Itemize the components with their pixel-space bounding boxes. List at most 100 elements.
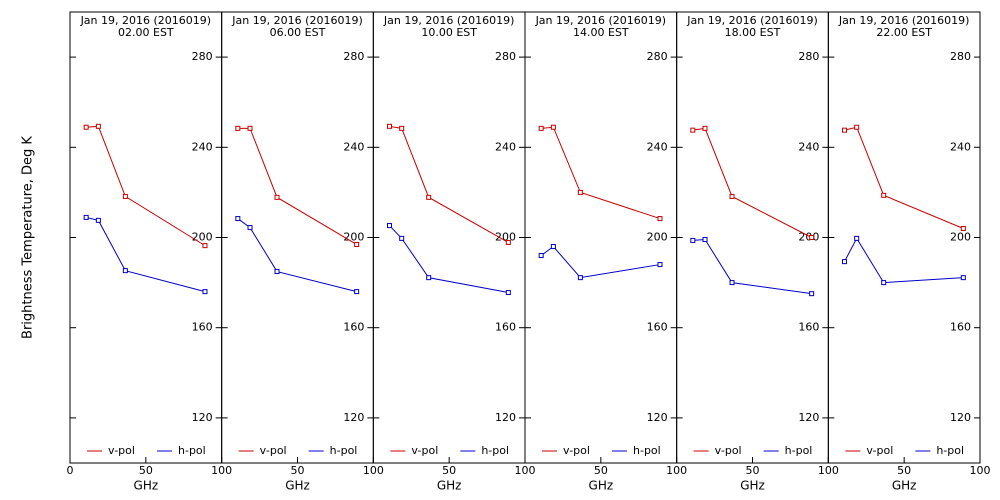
y-tick-label: 160 — [495, 321, 516, 334]
data-point — [550, 124, 556, 130]
y-tick-label: 280 — [495, 50, 516, 63]
y-tick-label: 240 — [950, 140, 971, 153]
y-tick-label: 160 — [647, 321, 668, 334]
data-point — [841, 259, 847, 265]
data-point — [809, 235, 815, 240]
data-point — [235, 125, 241, 131]
x-axis-label: GHz — [134, 479, 159, 493]
x-tick-label: 50 — [594, 464, 608, 477]
x-tick-label: 50 — [139, 464, 153, 477]
y-tick-label: 240 — [647, 140, 668, 153]
y-tick-label: 240 — [495, 140, 516, 153]
legend-label: v-pol — [411, 444, 438, 457]
data-point — [247, 225, 253, 231]
data-point — [690, 237, 696, 243]
data-point — [881, 280, 887, 286]
x-tick-label: 100 — [363, 464, 384, 477]
panel-title: Jan 19, 2016 (2016019) — [686, 14, 818, 27]
y-tick-label: 120 — [798, 411, 819, 424]
series-line — [692, 127, 812, 238]
panel: Jan 19, 2016 (2016019)02.00 EST 120 160 200… — [21, 11, 232, 493]
series-line — [237, 127, 357, 245]
panel-title: Jan 19, 2016 (2016019) — [231, 14, 363, 27]
data-point — [854, 235, 860, 241]
y-tick-label: 240 — [343, 140, 364, 153]
x-tick-label: 100 — [515, 464, 536, 477]
data-point — [386, 223, 392, 229]
y-tick-label: 200 — [950, 231, 971, 244]
y-tick-label: 120 — [192, 411, 213, 424]
panel-subtitle: 02.00 EST — [118, 26, 174, 39]
legend-label: h-pol — [178, 444, 206, 457]
legend-label: v-pol — [108, 444, 135, 457]
legend-label: h-pol — [785, 444, 813, 457]
y-tick-label: 120 — [495, 411, 516, 424]
y-tick-label: 160 — [798, 321, 819, 334]
data-point — [854, 124, 860, 130]
data-point — [247, 125, 253, 131]
data-point — [95, 123, 101, 129]
x-tick-label: 100 — [818, 464, 839, 477]
data-point — [354, 241, 360, 247]
panel-title: Jan 19, 2016 (2016019) — [535, 14, 667, 27]
y-tick-label: 160 — [343, 321, 364, 334]
y-tick-label: 280 — [647, 50, 668, 63]
panel: Jan 19, 2016 (2016019)06.00 EST 120 160 200… — [221, 11, 384, 493]
x-axis-label: GHz — [285, 479, 310, 493]
x-tick-label: 50 — [442, 464, 456, 477]
data-point — [657, 262, 663, 268]
series-line — [541, 126, 661, 220]
y-tick-label: 200 — [647, 231, 668, 244]
panel: Jan 19, 2016 (2016019)22.00 EST 120 160 200… — [827, 11, 991, 493]
data-point — [577, 275, 583, 281]
panel-subtitle: 10.00 EST — [421, 26, 477, 39]
legend-label: v-pol — [866, 444, 893, 457]
series-line — [389, 125, 509, 243]
panel-title: Jan 19, 2016 (2016019) — [383, 14, 515, 27]
y-tick-label: 280 — [192, 50, 213, 63]
panel-subtitle: 22.00 EST — [876, 26, 932, 39]
data-point — [274, 194, 280, 200]
data-point — [505, 239, 511, 245]
data-point — [95, 217, 101, 223]
series-line — [540, 245, 661, 279]
data-point — [729, 193, 735, 199]
y-tick-label: 280 — [798, 50, 819, 63]
data-point — [399, 125, 405, 131]
data-point — [426, 194, 432, 200]
data-point — [702, 125, 708, 131]
panel: Jan 19, 2016 (2016019)14.00 EST 120 160 200… — [524, 11, 687, 493]
series-line — [86, 216, 206, 293]
data-point — [122, 268, 128, 274]
panel-title: Jan 19, 2016 (2016019) — [80, 14, 212, 27]
series-line — [844, 237, 964, 284]
y-tick-label: 120 — [950, 411, 971, 424]
panel-title: Jan 19, 2016 (2016019) — [838, 14, 970, 27]
x-tick-label: 100 — [211, 464, 232, 477]
data-point — [202, 289, 208, 295]
series-line — [86, 125, 206, 247]
y-tick-label: 240 — [192, 140, 213, 153]
data-point — [83, 214, 89, 220]
legend-label: v-pol — [260, 444, 287, 457]
data-point — [960, 225, 966, 231]
panel: Jan 19, 2016 (2016019)18.00 EST120160200… — [676, 11, 839, 493]
data-point — [690, 127, 696, 133]
panel-subtitle: 18.00 EST — [725, 26, 781, 39]
y-tick-label: 160 — [950, 321, 971, 334]
x-tick-label: 50 — [897, 464, 911, 477]
data-point — [386, 123, 392, 129]
x-axis-label: GHz — [740, 479, 765, 493]
y-tick-label: 280 — [343, 50, 364, 63]
y-tick-label: 240 — [798, 140, 819, 153]
data-point — [841, 127, 847, 133]
data-point — [538, 125, 544, 131]
data-point — [577, 189, 583, 195]
data-point — [550, 244, 556, 250]
series-line — [844, 126, 964, 229]
data-point — [354, 289, 360, 295]
y-tick-label: 200 — [192, 231, 213, 244]
data-point — [702, 237, 708, 243]
data-point — [809, 291, 815, 297]
